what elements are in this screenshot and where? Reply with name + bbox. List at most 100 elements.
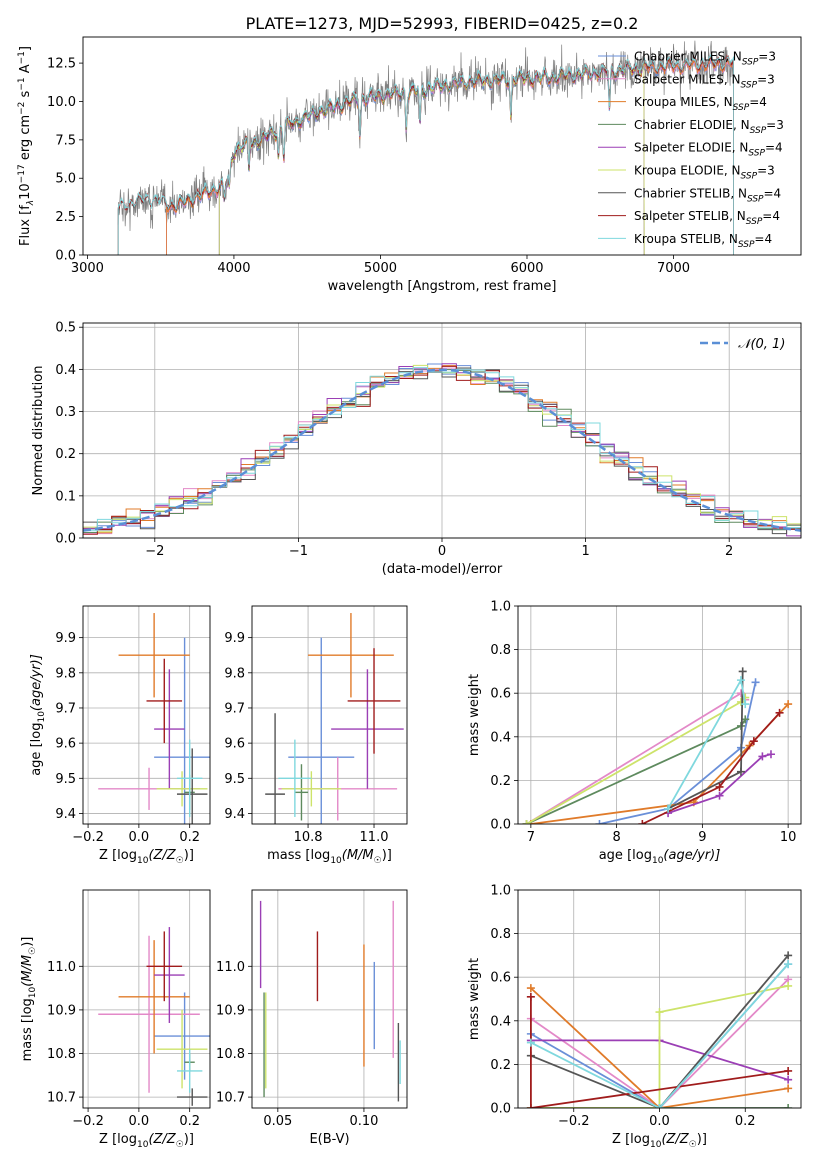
legend-entry-label: Salpeter MILES, NSSP=3 [634,72,775,90]
y-axis-label: Flux [fλ10−17 erg cm−2 s−1 A−1] [17,46,36,246]
x-tick-label: −0.2 [558,1114,590,1129]
weight-marker [522,820,531,824]
y-tick-label: 9.6 [55,737,76,752]
axes-frame [82,322,802,539]
legend-entry-label: Salpeter ELODIE, NSSP=4 [634,141,783,159]
y-tick-label: 0.8 [490,927,511,942]
x-tick-label: 10.8 [294,830,323,845]
y-tick-label: 10.8 [47,1047,76,1062]
axes-frame [251,605,408,825]
y-tick-label: 9.7 [224,701,245,716]
weight-marker [526,1038,535,1047]
axes-frame [517,889,802,1109]
weight-marker [715,782,724,791]
y-axis-label: mass weight [467,958,482,1040]
weight-marker [595,820,604,824]
y-tick-label: 11.0 [216,960,245,975]
x-tick-label: 0 [438,544,446,559]
x-tick-label: −1 [289,544,308,559]
legend-entry-label: Kroupa STELIB, NSSP=4 [634,232,772,250]
y-tick-label: 9.6 [224,737,245,752]
weight-marker [741,700,750,709]
y-tick-label: 12.5 [47,57,76,72]
x-tick-label: 4000 [217,261,250,276]
weight-marker [749,737,758,746]
x-axis-label: age [log10(age/yr)] [599,848,721,866]
weight-marker [784,981,793,990]
y-tick-label: 0.4 [490,730,511,745]
x-tick-label: 0.05 [263,1114,292,1129]
x-tick-label: 7000 [657,261,690,276]
grid-lines [252,606,407,824]
axes-frame [82,36,802,256]
weight-marker [655,1104,664,1108]
y-tick-label: 0.0 [490,1102,511,1117]
y-tick-label: 0.5 [55,321,76,336]
weight-marker [715,791,724,800]
y-tick-label: 9.8 [55,666,76,681]
weight-marker [784,1075,793,1084]
x-tick-label: 0.2 [179,1114,200,1129]
y-tick-label: 0.4 [490,1014,511,1029]
figure-title: PLATE=1273, MJD=52993, FIBERID=0425, z=0… [246,14,639,33]
y-tick-label: 0.6 [490,687,511,702]
grid-lines [252,890,407,1108]
normal-distribution-curve [83,368,801,532]
residuals-histogram: −2 −1 0 1 2 0.0 0.1 0.2 0.3 0.4 0.5 𝒩(0, 1) (data-mo… [31,321,802,577]
plot-area [265,613,404,824]
plot-area [526,951,793,1108]
weight-marker [638,820,647,824]
y-tick-label: 1.0 [490,884,511,899]
y-tick-label: 0.1 [55,489,76,504]
weight-marker [736,676,745,685]
age-vs-metallicity-plot: −0.2 0.0 0.2 9.4 9.5 9.6 9.7 9.8 9.9 Z [log10(Z/Z… [29,605,211,866]
age-vs-mass-plot: 10.8 11.0 9.4 9.5 9.6 9.7 9.8 9.9 mass [log10(M/… [224,605,408,866]
y-tick-label: 10.7 [216,1091,245,1106]
x-axis-label: Z [log10(Z/Z☉)] [612,1132,707,1150]
plot-area [117,40,734,255]
y-tick-label: 10.8 [216,1047,245,1062]
weight-marker [784,1084,793,1093]
y-tick-label: 0.3 [55,405,76,420]
y-tick-label: 0.6 [490,971,511,986]
x-tick-label: 5000 [364,261,397,276]
weight-marker [784,951,793,960]
x-tick-label: 0.10 [349,1114,378,1129]
y-tick-label: 11.0 [47,960,76,975]
x-tick-label: 0.2 [735,1114,756,1129]
spectrum-plot: 3000 4000 5000 6000 7000 0.0 2.5 5.0 7.5 10.0 12.5… [17,36,802,294]
plot-area [522,667,793,824]
plot-area [98,927,210,1106]
y-tick-label: 2.5 [55,210,76,225]
x-axis-label: Z [log10(Z/Z☉)] [99,848,194,866]
y-tick-label: 0.2 [490,774,511,789]
weight-marker [526,992,535,1001]
legend-entry-label: Salpeter STELIB, NSSP=4 [634,209,780,227]
x-tick-label: 1 [581,544,589,559]
x-tick-label: 0.0 [129,830,150,845]
y-tick-label: 0.2 [55,447,76,462]
axes-frame [251,889,408,1109]
y-tick-label: 9.4 [55,807,76,822]
weight-marker [758,752,767,761]
weight-line [530,954,789,1108]
weight-vs-metallicity-plot: −0.2 0.0 0.2 0.0 0.2 0.4 0.6 0.8 1.0 Z [log10(Z/Z… [467,884,802,1150]
weight-marker [736,697,745,706]
weight-marker [655,1008,664,1017]
weight-marker [526,1104,535,1108]
weight-marker [784,1104,793,1108]
model-spectrum-line [218,60,645,255]
weight-marker [784,700,793,709]
x-tick-label: 9 [698,830,706,845]
legend-entry-label: 𝒩(0, 1) [738,337,785,352]
weight-marker [738,667,747,676]
y-axis-label: Normed distribution [31,366,46,496]
y-tick-label: 0.0 [55,532,76,547]
weight-vs-age-plot: 7 8 9 10 0.0 0.2 0.4 0.6 0.8 1.0 age [log10(age/yr… [467,600,802,866]
plot-area [98,613,210,824]
legend-entry-label: Kroupa MILES, NSSP=4 [634,95,767,113]
x-tick-label: 0.0 [649,1114,670,1129]
x-tick-label: −2 [145,544,164,559]
plot-area [259,900,401,1102]
legend-entry-label: Chabrier MILES, NSSP=3 [634,50,776,68]
